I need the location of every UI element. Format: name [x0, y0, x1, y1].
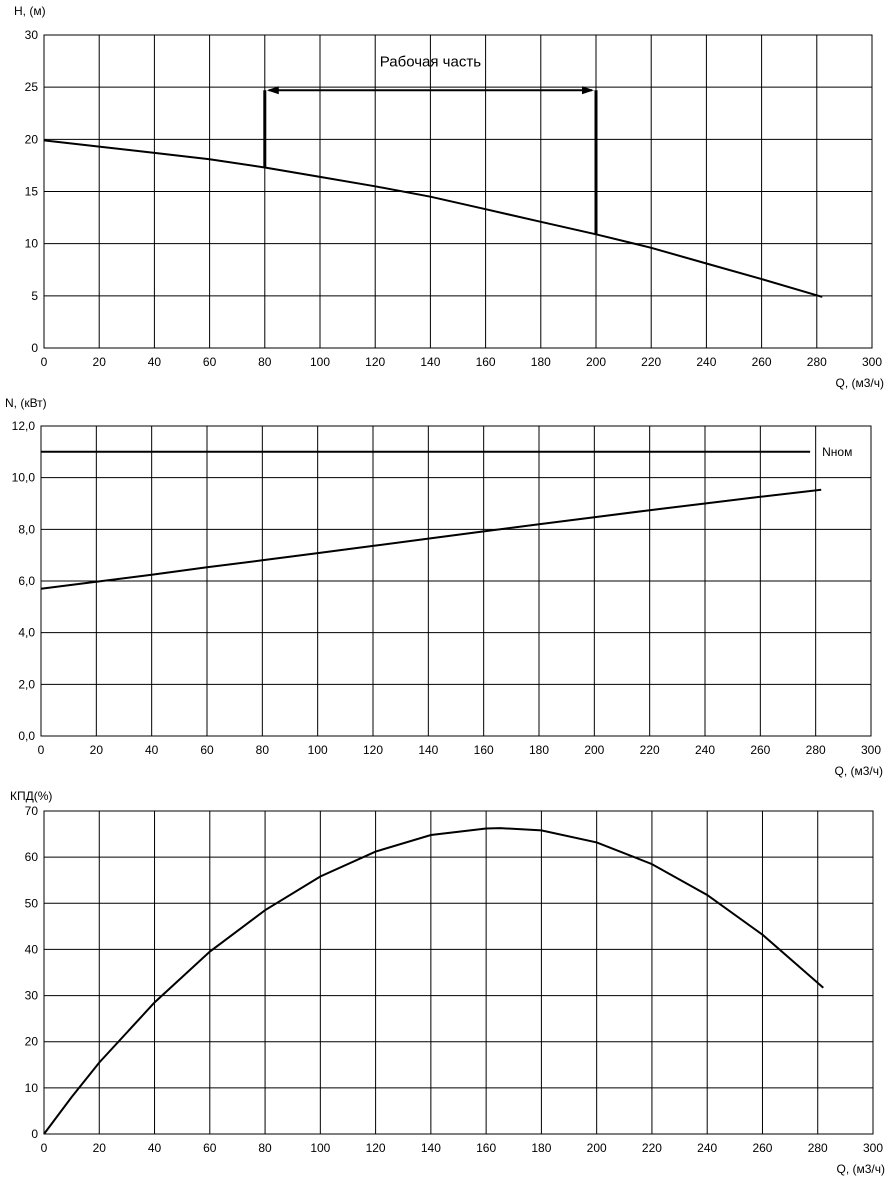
x-tick-label: 60 [203, 355, 217, 369]
y-tick-label: 0 [31, 1127, 38, 1141]
y-tick-label: 10 [25, 237, 39, 251]
x-tick-label: 120 [366, 1141, 386, 1155]
x-tick-label: 220 [640, 743, 660, 757]
series-line [40, 488, 822, 590]
y-tick-label: 30 [25, 28, 39, 42]
x-tick-label: 180 [529, 743, 549, 757]
x-tick-label: 280 [807, 355, 827, 369]
y-tick-label: 0 [31, 341, 38, 355]
y-tick-label: 70 [25, 804, 39, 818]
plot-frame [40, 425, 872, 737]
x-tick-label: 160 [476, 1141, 496, 1155]
x-tick-label: 40 [145, 743, 159, 757]
x-tick-label: 80 [256, 743, 270, 757]
y-tick-label: 30 [25, 989, 39, 1003]
x-tick-label: 160 [476, 355, 496, 369]
chart-1: 0 20 40 60 80 100 120 140 160 180 200 220 240 260 280 3… [14, 4, 884, 390]
y-tick-label: 0,0 [18, 729, 35, 743]
y-axis-title: H, (м) [14, 4, 46, 18]
x-tick-label: 20 [90, 743, 104, 757]
x-tick-label: 40 [148, 355, 162, 369]
range-arrow-head-left [266, 86, 279, 95]
x-tick-label: 300 [862, 355, 882, 369]
y-axis-title: КПД(%) [10, 789, 52, 803]
x-tick-label: 140 [418, 743, 438, 757]
y-tick-label: 10 [25, 1081, 39, 1095]
x-tick-label: 200 [586, 355, 606, 369]
range-arrow-head-right [582, 86, 594, 95]
x-tick-label: 200 [584, 743, 604, 757]
y-tick-label: 25 [25, 80, 39, 94]
x-tick-label: 180 [531, 1141, 551, 1155]
y-tick-label: 5 [31, 289, 38, 303]
x-tick-label: 220 [642, 1141, 662, 1155]
x-tick-label: 0 [41, 1141, 48, 1155]
y-tick-label: 8,0 [18, 522, 35, 536]
series-label: Nном [822, 445, 852, 459]
x-tick-label: 200 [587, 1141, 607, 1155]
y-tick-label: 20 [25, 132, 39, 146]
series-line [43, 139, 823, 298]
x-tick-label: 140 [420, 355, 440, 369]
chart-2: 0 20 40 60 80 100 120 140 160 180 200 220 240 260 280 3… [5, 396, 883, 778]
x-tick-label: 240 [696, 355, 716, 369]
x-tick-label: 120 [365, 355, 385, 369]
x-axis-title: Q, (м3/ч) [835, 376, 884, 390]
x-tick-label: 20 [93, 1141, 107, 1155]
y-tick-label: 10,0 [12, 471, 36, 485]
y-tick-label: 12,0 [12, 419, 36, 433]
x-tick-label: 80 [258, 1141, 272, 1155]
series-line [43, 827, 824, 1135]
x-tick-label: 260 [752, 355, 772, 369]
x-axis-title: Q, (м3/ч) [836, 1162, 885, 1176]
x-tick-label: 40 [148, 1141, 162, 1155]
range-label: Рабочая часть [380, 53, 481, 70]
x-tick-label: 0 [38, 743, 45, 757]
x-tick-label: 60 [203, 1141, 217, 1155]
x-tick-label: 280 [806, 743, 826, 757]
x-tick-label: 100 [310, 355, 330, 369]
y-tick-label: 50 [25, 896, 39, 910]
y-tick-label: 20 [25, 1035, 39, 1049]
y-tick-label: 2,0 [18, 677, 35, 691]
x-tick-label: 80 [258, 355, 272, 369]
x-tick-label: 180 [531, 355, 551, 369]
x-tick-label: 300 [861, 743, 881, 757]
x-tick-label: 60 [200, 743, 214, 757]
plot-frame [43, 34, 873, 349]
x-tick-label: 160 [474, 743, 494, 757]
x-tick-label: 140 [421, 1141, 441, 1155]
y-tick-label: 40 [25, 942, 39, 956]
x-tick-label: 300 [863, 1141, 883, 1155]
x-tick-label: 120 [363, 743, 383, 757]
x-axis-title: Q, (м3/ч) [834, 764, 883, 778]
x-tick-label: 0 [41, 355, 48, 369]
y-tick-label: 6,0 [18, 574, 35, 588]
x-tick-label: 20 [93, 355, 107, 369]
x-tick-label: 100 [308, 743, 328, 757]
x-tick-label: 280 [808, 1141, 828, 1155]
plot-frame [43, 810, 874, 1135]
chart-3: 0 20 40 60 80 100 120 140 160 180 200 220 240 260 280 3… [10, 789, 885, 1176]
x-tick-label: 240 [695, 743, 715, 757]
x-tick-label: 260 [752, 1141, 772, 1155]
y-tick-label: 60 [25, 850, 39, 864]
y-axis-title: N, (кВт) [5, 396, 47, 410]
x-tick-label: 100 [310, 1141, 330, 1155]
x-tick-label: 240 [697, 1141, 717, 1155]
x-tick-label: 220 [641, 355, 661, 369]
x-tick-label: 260 [750, 743, 770, 757]
y-tick-label: 15 [25, 185, 39, 199]
y-tick-label: 4,0 [18, 626, 35, 640]
